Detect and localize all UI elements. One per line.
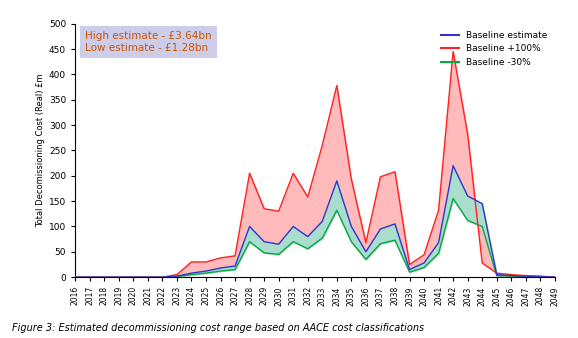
Y-axis label: Total Decomissioning Cost (Real) £m: Total Decomissioning Cost (Real) £m — [36, 74, 45, 227]
Text: Figure 3: Estimated decommissioning cost range based on AACE cost classification: Figure 3: Estimated decommissioning cost… — [12, 323, 424, 333]
Legend: Baseline estimate, Baseline +100%, Baseline -30%: Baseline estimate, Baseline +100%, Basel… — [438, 28, 550, 70]
Text: High estimate - £3.64bn
Low estimate - £1.28bn: High estimate - £3.64bn Low estimate - £… — [85, 31, 212, 53]
